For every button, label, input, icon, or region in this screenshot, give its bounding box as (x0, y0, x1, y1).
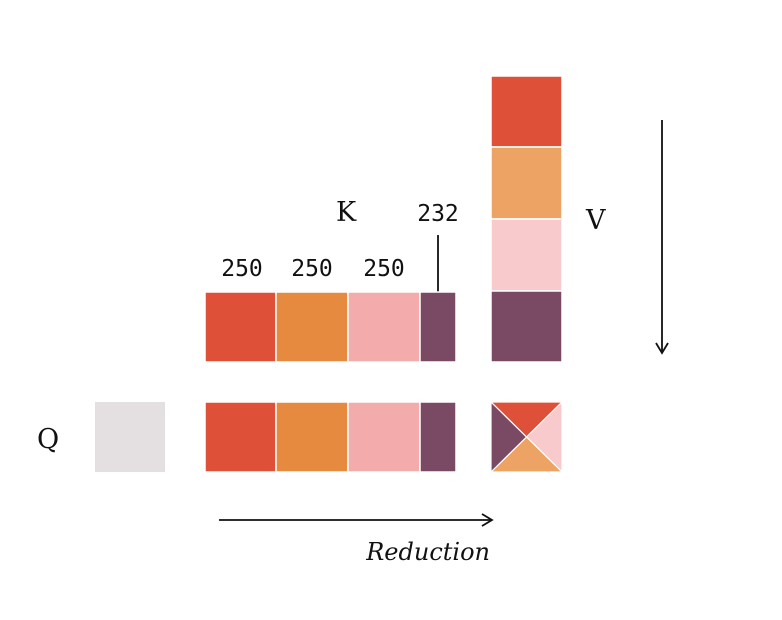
block-size-label-1: 250 (221, 256, 263, 282)
k-block-2 (275, 291, 349, 363)
score-block-4 (419, 401, 457, 473)
q-label: Q (37, 424, 59, 455)
score-block-3 (347, 401, 421, 473)
block-size-label-4: 232 (417, 201, 459, 227)
reduction-label: Reduction (365, 538, 490, 566)
output-triangle-left (490, 400, 528, 474)
k-block-3 (347, 291, 421, 363)
block-size-label-3: 250 (363, 256, 405, 282)
output-block (489, 400, 564, 474)
score-block-1 (204, 401, 277, 473)
v-block-4 (490, 290, 563, 363)
v-label: V (585, 205, 606, 236)
v-block-2 (490, 146, 563, 220)
k-row (204, 291, 457, 363)
q-block (95, 402, 165, 472)
score-block-2 (275, 401, 349, 473)
k-block-4 (419, 291, 457, 363)
k-block-1 (204, 291, 277, 363)
v-column (490, 75, 563, 363)
v-block-1 (490, 75, 563, 148)
v-block-3 (490, 218, 563, 292)
block-size-label-2: 250 (291, 256, 333, 282)
k-label: K (336, 197, 357, 228)
score-row (204, 401, 457, 473)
